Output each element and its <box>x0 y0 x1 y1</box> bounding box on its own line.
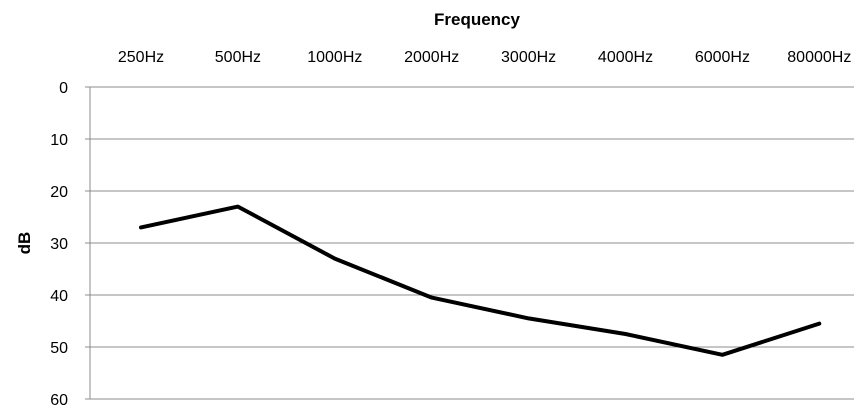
x-tick-label: 2000Hz <box>404 49 459 66</box>
chart-title: Frequency <box>434 10 521 29</box>
y-tick-label: 30 <box>50 236 68 253</box>
y-tick-label: 40 <box>50 288 68 305</box>
series-line <box>139 204 822 357</box>
x-tick-label: 3000Hz <box>501 49 556 66</box>
x-tick-label: 80000Hz <box>787 49 851 66</box>
y-tick-label: 20 <box>50 184 68 201</box>
x-tick-label: 4000Hz <box>598 49 653 66</box>
series-layer <box>139 204 822 357</box>
y-tick-label: 0 <box>59 80 68 97</box>
y-tick-label: 50 <box>50 340 68 357</box>
x-tick-label: 500Hz <box>215 49 261 66</box>
y-tick-label: 10 <box>50 132 68 149</box>
y-tick-label: 60 <box>50 392 68 408</box>
x-tick-labels: 250Hz 500Hz 1000Hz 2000Hz 3000Hz 4000Hz 6000Hz… <box>118 49 851 66</box>
x-tick-label: 6000Hz <box>695 49 750 66</box>
grid-lines <box>90 86 854 400</box>
y-tick-marks <box>85 86 90 400</box>
y-tick-labels: 0 10 20 30 40 50 60 <box>50 80 68 408</box>
x-tick-label: 250Hz <box>118 49 164 66</box>
x-tick-label: 1000Hz <box>307 49 362 66</box>
y-axis-label: dB <box>15 232 34 255</box>
